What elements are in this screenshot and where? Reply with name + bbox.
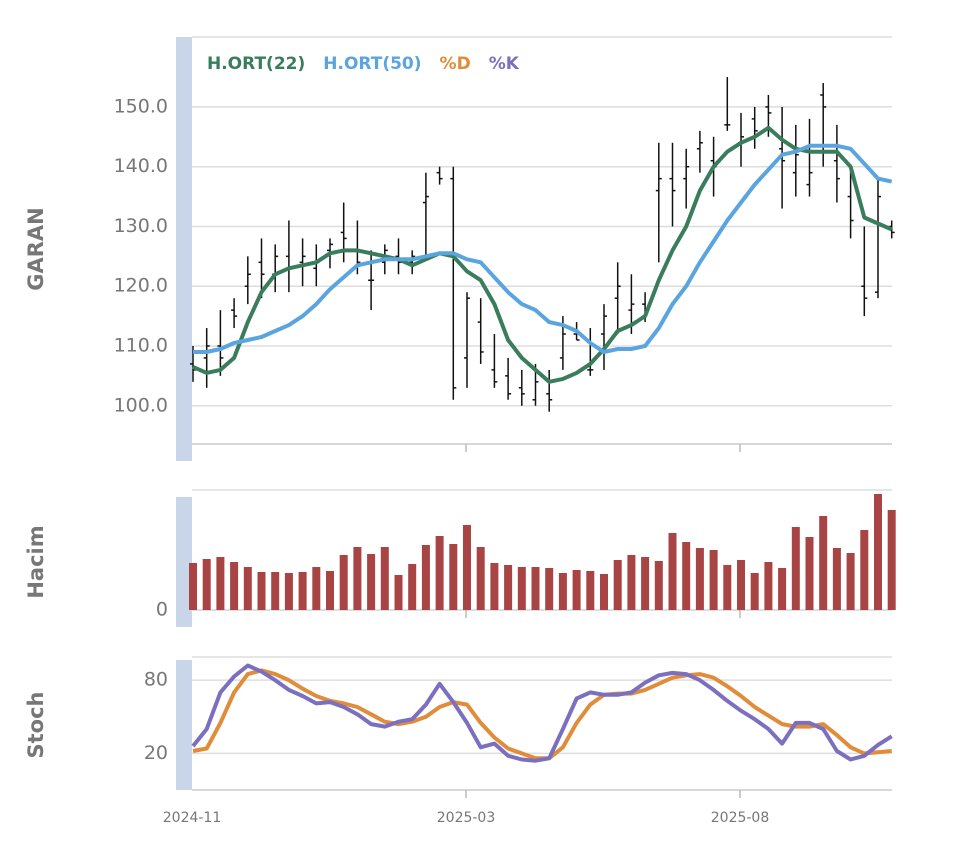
volume-bar xyxy=(586,571,595,610)
y-axis-label: GARAN xyxy=(24,207,48,291)
volume-bar xyxy=(572,570,581,610)
series-line xyxy=(192,125,893,384)
y-tick-label: 100.0 xyxy=(114,394,168,416)
series-line xyxy=(192,668,892,761)
panel-strip xyxy=(176,37,192,461)
x-tick-label: 2024-11 xyxy=(163,810,222,826)
x-tick-label: 2025-03 xyxy=(437,810,496,826)
volume-bar xyxy=(271,572,280,610)
volume-bar xyxy=(600,574,608,610)
volume-bar xyxy=(230,562,239,610)
legend-entry: %K xyxy=(489,54,520,74)
y-tick-label: 150.0 xyxy=(114,95,168,117)
volume-bar xyxy=(887,510,896,610)
volume-bar xyxy=(860,530,869,610)
volume-bar xyxy=(695,548,704,610)
legend-entry: H.ORT(50) xyxy=(323,54,421,74)
volume-bar xyxy=(243,567,252,610)
volume-bar xyxy=(517,567,526,610)
y-tick-label: 120.0 xyxy=(114,275,168,297)
series-line xyxy=(191,663,893,763)
y-tick-label: 20 xyxy=(144,742,168,764)
volume-bar xyxy=(394,575,403,610)
volume-bar xyxy=(257,572,266,610)
volume-bar xyxy=(490,563,499,610)
volume-bar xyxy=(216,557,225,610)
volume-bar xyxy=(531,567,540,610)
volume-bar xyxy=(668,533,677,610)
volume-bar xyxy=(421,545,430,610)
legend-entry: %D xyxy=(440,54,471,74)
volume-bar xyxy=(750,573,759,610)
volume-bar xyxy=(545,568,554,610)
volume-bar xyxy=(778,568,787,610)
volume-bar xyxy=(463,525,471,610)
volume-bar xyxy=(627,555,636,610)
panel-strip xyxy=(176,497,192,627)
volume-bar xyxy=(832,548,841,610)
volume-bar xyxy=(558,573,567,610)
volume-bar xyxy=(367,554,376,610)
volume-bar xyxy=(764,562,773,610)
volume-bar xyxy=(380,547,389,610)
volume-bar xyxy=(189,563,197,610)
volume-bar xyxy=(641,557,650,610)
volume-bar xyxy=(654,561,663,610)
volume-bar xyxy=(339,555,348,610)
volume-bar xyxy=(709,550,718,610)
volume-bar xyxy=(353,547,362,610)
y-tick-label: 140.0 xyxy=(114,155,168,177)
volume-bar xyxy=(312,567,321,610)
y-tick-label: 130.0 xyxy=(114,215,168,237)
volume-bar xyxy=(298,572,307,610)
volume-bar xyxy=(737,560,745,610)
volume-bar xyxy=(846,553,855,610)
volume-bar xyxy=(504,565,513,610)
panel-strip xyxy=(176,660,192,790)
volume-bar xyxy=(723,565,732,610)
volume-bar xyxy=(476,547,485,610)
series-line xyxy=(193,143,893,354)
volume-bar xyxy=(202,559,211,610)
volume-bar xyxy=(805,537,814,610)
volume-bar xyxy=(682,542,691,610)
volume-bar xyxy=(819,516,828,610)
legend-entry: H.ORT(22) xyxy=(207,54,305,74)
y-tick-label: 110.0 xyxy=(114,334,168,356)
volume-bar xyxy=(449,544,458,610)
volume-bar xyxy=(284,573,293,610)
volume-bar xyxy=(408,564,417,610)
volume-bar xyxy=(326,571,334,610)
y-axis-label: Stoch xyxy=(24,692,48,759)
volume-bar xyxy=(874,494,882,610)
volume-bar xyxy=(791,527,800,610)
y-axis-label: Hacim xyxy=(24,525,48,598)
volume-bar xyxy=(613,560,622,610)
x-tick-label: 2025-08 xyxy=(711,810,770,826)
y-tick-label: 80 xyxy=(144,669,168,691)
y-tick-label: 0 xyxy=(156,599,168,621)
volume-bar xyxy=(435,536,444,610)
